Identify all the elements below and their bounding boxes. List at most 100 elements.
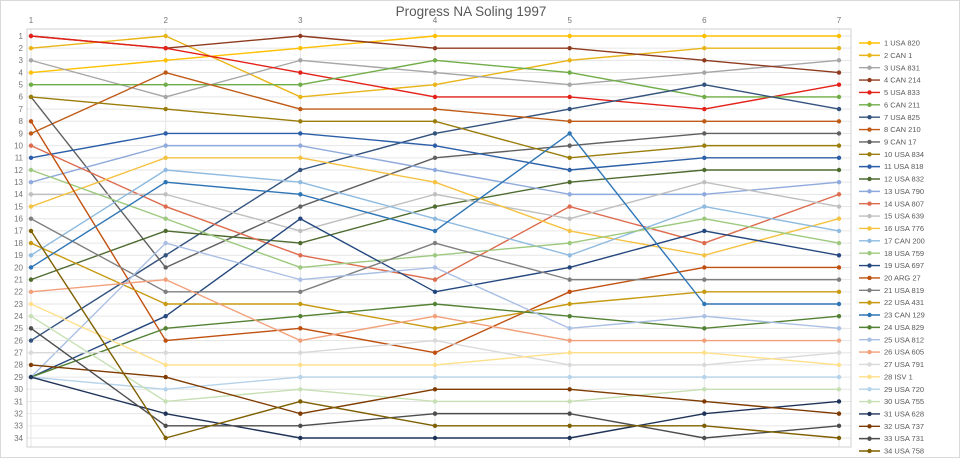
data-point [702,240,707,246]
legend-item: 26 USA 605 [859,348,924,357]
data-point [432,362,438,368]
data-point [28,313,34,319]
data-point [702,277,707,282]
legend-item: 6 CAN 211 [859,100,920,109]
y-tick-label: 14 [14,190,23,199]
data-point [298,143,303,148]
data-point [432,119,438,124]
y-tick-label: 1 [19,32,24,41]
legend-marker [867,65,872,70]
data-point [836,313,842,319]
data-point [702,192,707,197]
data-point [567,155,572,161]
x-tick-label: 5 [567,16,572,25]
data-point [432,265,438,270]
data-point [836,399,842,404]
data-point [567,204,572,209]
data-point [836,277,842,282]
data-point [567,253,572,258]
legend-label: 25 USA 812 [884,335,924,344]
legend-item: 18 USA 759 [859,249,924,258]
legend-item: 13 USA 790 [859,187,924,196]
y-tick-label: 6 [19,93,24,102]
data-point [298,435,303,441]
data-point [702,289,707,295]
data-point [567,70,572,75]
data-point [836,106,842,112]
legend-item: 12 USA 832 [859,175,924,184]
legend-item: 7 USA 825 [859,113,920,122]
data-point [567,240,572,246]
data-point [163,301,168,307]
y-tick-label: 33 [14,422,23,431]
data-point [298,374,303,380]
legend-label: 5 USA 833 [884,88,920,97]
series [28,131,842,173]
legend-item: 24 USA 829 [859,323,924,332]
data-point [28,362,34,368]
data-point [836,253,842,258]
legend-label: 32 USA 737 [884,422,924,431]
series [28,119,842,355]
legend-label: 1 USA 820 [884,39,920,48]
data-point [298,326,303,331]
series [28,143,842,197]
data-point [28,94,34,100]
y-tick-label: 26 [14,336,23,345]
legend-label: 15 USA 639 [884,212,924,221]
legend-marker [867,53,872,58]
legend-label: 10 USA 834 [884,150,924,159]
legend-item: 21 USA 819 [859,286,924,295]
data-point [702,399,707,404]
data-point [298,387,303,392]
legend-item: 31 USA 628 [859,410,924,419]
chart-title: Progress NA Soling 1997 [396,4,547,19]
series [28,216,842,295]
data-point [702,143,707,148]
legend-item: 19 USA 697 [859,261,924,270]
data-point [567,33,572,39]
legend-label: 27 USA 791 [884,360,924,369]
data-point [567,82,572,87]
x-axis-labels: 1 2 3 4 5 6 7 [29,16,842,25]
data-point [432,435,438,441]
legend-marker [867,102,872,108]
data-point [567,387,572,392]
data-point [836,58,842,63]
data-point [836,167,842,173]
legend-marker [867,139,872,145]
data-point [28,155,34,161]
y-tick-label: 30 [14,385,23,394]
data-point [702,216,707,221]
legend-marker [867,238,872,244]
data-point [836,411,842,416]
legend-label: 24 USA 829 [884,323,924,332]
legend-marker [867,90,872,95]
legend-marker [867,399,872,404]
y-tick-label: 34 [14,434,23,443]
legend-marker [867,448,872,454]
data-point [163,179,168,185]
legend-marker [867,312,872,318]
data-point [567,179,572,185]
data-point [432,33,438,39]
y-tick-label: 19 [14,251,23,260]
y-tick-label: 29 [14,373,23,382]
series [28,33,842,112]
data-point [28,204,34,209]
legend-marker [867,127,872,132]
legend-marker [867,226,872,231]
data-point [432,301,438,307]
data-point [567,192,572,197]
data-point [298,265,303,270]
legend-item: 17 CAN 200 [859,236,925,245]
data-point [28,253,34,258]
data-point [702,33,707,39]
data-point [432,313,438,319]
data-point [28,33,34,39]
legend-item: 15 USA 639 [859,212,924,221]
x-tick-label: 2 [163,16,168,25]
legend-item: 3 USA 831 [859,63,920,72]
data-point [163,155,168,161]
series [28,58,842,100]
